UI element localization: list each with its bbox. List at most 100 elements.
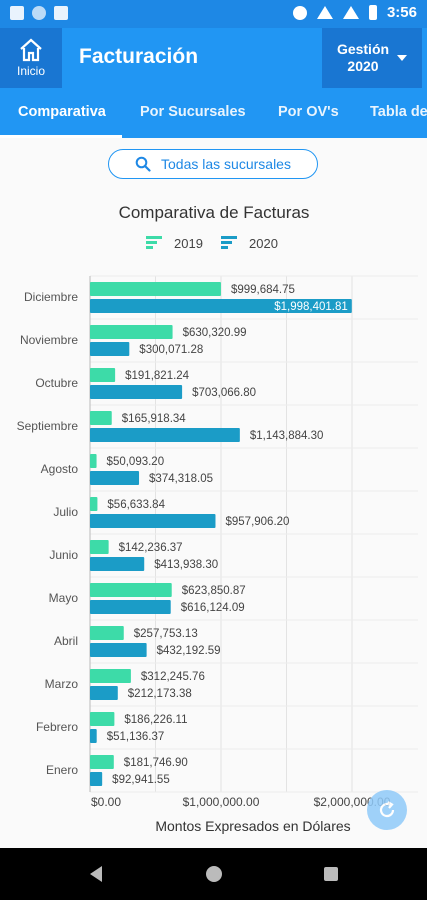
data-label-2020: $51,136.37 [107,731,165,743]
gestion-label: Gestión [336,41,390,57]
data-label-2020: $374,318.05 [149,473,213,485]
y-category-label: Abril [54,634,78,648]
legend-swatch-2020 [221,241,232,244]
data-label-2019: $50,093.20 [107,456,165,468]
circle-notification-icon [32,6,46,20]
data-label-2020: $432,192.59 [157,645,221,657]
bar-2020[interactable] [90,729,97,743]
bar-2020[interactable] [90,557,145,571]
refresh-button[interactable] [367,790,407,830]
signal-icon [342,6,359,19]
chart-title: Comparativa de Facturas [119,203,310,222]
legend-swatch-2019 [146,236,162,239]
data-label-2019: $257,753.13 [134,628,198,640]
bar-2019[interactable] [90,626,124,640]
bar-2020[interactable] [90,643,147,657]
home-circle-icon[interactable] [206,866,222,882]
x-axis-label: Montos Expresados en Dólares [155,818,350,834]
data-label-2020: $1,143,884.30 [250,430,324,442]
branch-filter-button[interactable]: Todas las sucursales [108,149,318,179]
notification-icons [10,6,68,20]
data-label-2019: $312,245.76 [141,671,205,683]
bar-2019[interactable] [90,583,172,597]
data-label-2019: $186,226.11 [124,714,187,726]
bar-2020[interactable] [90,385,183,399]
bar-2019[interactable] [90,755,114,769]
y-category-label: Octubre [35,376,78,390]
data-label-2020: $616,124.09 [181,602,245,614]
tab-tabla[interactable]: Tabla de [370,104,427,120]
y-category-label: Diciembre [24,290,78,304]
bar-2020[interactable] [90,471,140,485]
bar-2019[interactable] [90,669,131,683]
gestion-selector[interactable]: Gestión 2020 [322,28,422,88]
branch-filter-label: Todas las sucursales [161,156,291,172]
data-label-2019: $623,850.87 [182,585,246,597]
data-label-2019: $56,633.84 [107,499,165,511]
home-button[interactable]: Inicio [0,28,62,88]
refresh-icon [379,801,395,818]
y-category-label: Septiembre [17,419,79,433]
home-label: Inicio [16,64,45,78]
page-title: Facturación [79,45,199,68]
bar-2020[interactable] [90,514,216,528]
y-category-label: Junio [49,548,78,562]
system-nav-bar [0,848,427,900]
bar-2019[interactable] [90,368,116,382]
tab-por-sucursales[interactable]: Por Sucursales [140,104,246,120]
y-category-label: Noviembre [20,333,78,347]
y-category-label: Marzo [45,677,79,691]
bar-2020[interactable] [90,342,130,356]
y-category-label: Agosto [41,462,79,476]
tab-por-ovs[interactable]: Por OV's [278,104,339,120]
legend-swatch-2019 [146,246,153,249]
legend-swatch-2019 [146,241,157,244]
wifi-icon [316,6,333,19]
data-label-2020: $92,941.55 [112,774,170,786]
battery-icon [368,5,377,20]
search-icon [135,156,151,172]
recent-apps-icon[interactable] [324,867,338,881]
back-icon[interactable] [90,866,102,882]
data-label-2019: $630,320.99 [183,327,247,339]
status-bar: 3:56 [0,0,427,28]
bar-2019[interactable] [90,712,115,726]
active-tab-indicator [0,135,122,138]
legend-swatch-2020 [221,236,237,239]
data-label-2020: $1,998,401.81 [274,301,348,313]
app-bar: Inicio Facturación Gestión 2020 [0,28,427,88]
y-category-label: Enero [46,763,78,777]
legend-label-2019: 2019 [174,236,203,251]
bar-2019[interactable] [90,540,109,554]
data-label-2019: $191,821.24 [125,370,190,382]
bar-2020[interactable] [90,600,171,614]
bar-2019[interactable] [90,411,112,425]
chevron-down-icon [397,55,408,61]
data-label-2020: $413,938.30 [154,559,218,571]
tab-bar: Comparativa Por Sucursales Por OV's Tabl… [0,88,427,138]
bar-2019[interactable] [90,325,173,339]
data-label-2019: $181,746.90 [124,757,188,769]
legend-label-2020: 2020 [249,236,278,251]
bar-2020[interactable] [90,772,103,786]
data-label-2019: $142,236.37 [119,542,183,554]
status-time: 3:56 [386,4,417,21]
bar-2020[interactable] [90,428,240,442]
y-category-label: Mayo [49,591,79,605]
bar-2019[interactable] [90,282,221,296]
data-label-2020: $300,071.28 [139,344,203,356]
y-category-label: Febrero [36,720,78,734]
data-label-2020: $212,173.38 [128,688,192,700]
bar-2020[interactable] [90,299,352,313]
bar-2020[interactable] [90,686,118,700]
bar-2019[interactable] [90,497,98,511]
app-notification-icon [10,6,24,20]
bar-2019[interactable] [90,454,97,468]
y-category-label: Julio [53,505,78,519]
data-label-2019: $999,684.75 [231,284,295,296]
comparison-chart: Comparativa de Facturas 2019 2020 $0.00 $1,0… [17,203,418,834]
data-label-2019: $165,918.34 [122,413,187,425]
tab-comparativa[interactable]: Comparativa [18,104,106,120]
data-label-2020: $957,906.20 [225,516,289,528]
storage-notification-icon [54,6,68,20]
